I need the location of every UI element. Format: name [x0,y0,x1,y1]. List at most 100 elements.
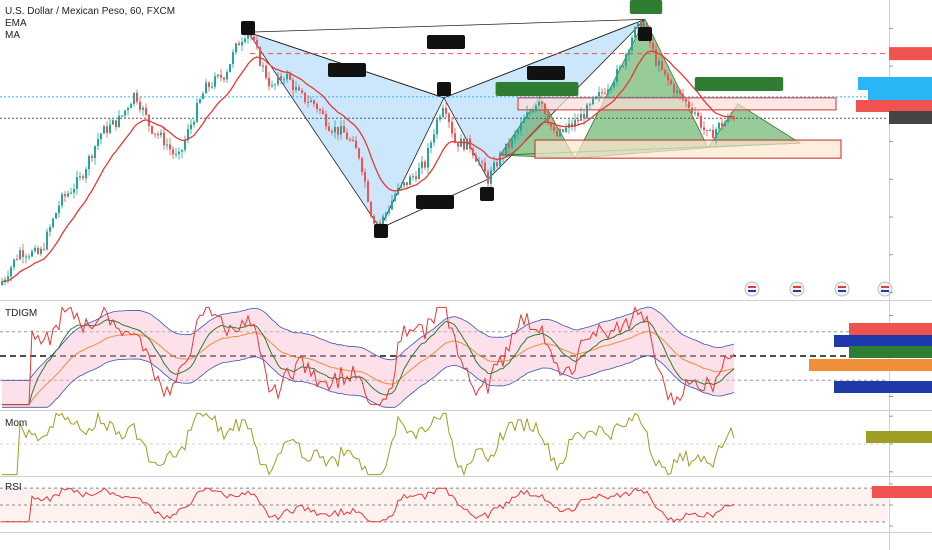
candle-body [217,74,219,77]
candle-body [355,140,357,149]
candle-body [343,126,345,133]
candle-body [103,126,105,134]
candle-body [316,103,318,110]
candle-body [238,43,240,46]
candle-body [625,54,627,66]
candle-body [157,133,159,136]
candle-body [394,194,396,201]
candle-body [178,151,180,155]
candle-body [172,149,174,155]
candle-body [511,138,513,148]
ema-line [1,50,735,283]
mom-value-bg [889,431,932,443]
rsi-line [2,487,735,523]
fib-ratio-label-bg [527,66,565,80]
candle-body [133,92,135,104]
ema-legend: EMA [5,18,27,29]
candle-body [616,68,618,83]
rsi-legend-bg [872,486,889,498]
candle-body [28,256,30,258]
candle-body [265,65,267,78]
candle-body [637,22,639,28]
candle-body [661,60,663,70]
candle-body [322,110,324,114]
candle-body [442,107,444,117]
candle-body [109,124,111,133]
candle-body [361,158,363,173]
resistance-zone [517,97,837,111]
candle-body [574,119,576,127]
candle-body [424,161,426,168]
mom-line [2,411,735,477]
candle-body [640,22,642,29]
flag-stripe-icon [748,290,756,292]
candle-body [508,143,510,148]
candle-body [244,38,246,42]
candle-body [682,93,684,100]
candle-body [184,139,186,150]
candle-body [535,105,537,112]
candle-body [208,82,210,88]
candle-body [607,89,609,94]
candle-body [241,41,243,46]
price-axis [809,27,932,527]
price-label-red-bg [889,47,932,61]
candle-body [430,142,432,148]
candle-body [580,114,582,121]
rsi-value-bg [889,486,932,498]
ma-legend: MA [5,30,20,41]
candle-body [481,161,483,163]
tdi-value-bg [889,381,932,393]
right-shoulder-label-bg [694,77,784,91]
head-label-bg [629,0,663,14]
candle-body [175,154,177,156]
candle-body [706,130,708,132]
candle-body [595,96,597,99]
candle-body [556,130,558,137]
candle-body [598,92,600,97]
candle-body [571,123,573,127]
candle-body [382,216,384,226]
candle-body [613,82,615,88]
candle-body [688,101,690,108]
candle-body [370,201,372,217]
tdi-legend-bg [834,335,889,347]
candle-body [16,259,18,261]
candle-body [121,115,123,117]
candle-body [628,50,630,55]
candle-body [670,80,672,85]
candle-body [367,181,369,202]
tdi-lower-band [2,355,735,408]
candle-body [1,281,3,285]
candle-body [544,103,546,115]
flag-stripe-icon [748,286,756,288]
candle-body [373,216,375,224]
candle-body [97,139,99,147]
candle-body [493,162,495,171]
candle-body [205,82,207,94]
legend: U.S. Dollar / Mexican Peso, 60, FXCM EMA… [5,6,175,493]
candle-body [685,99,687,102]
candle-body [280,76,282,81]
flag-stripe-icon [838,290,846,292]
candle-body [478,161,480,163]
indicator-lines [0,305,888,523]
candle-body [223,77,225,80]
ema-tag-bg [856,100,889,112]
candle-body [652,42,654,50]
candle-body [34,247,36,252]
flag-stripe-icon [881,286,889,288]
candle-body [118,115,120,128]
candle-body [673,84,675,94]
candle-body [403,182,405,186]
candle-body [388,209,390,213]
candle-body [193,121,195,125]
candle-body [271,85,273,87]
candle-body [337,126,339,135]
candle-body [310,100,312,103]
candle-body [700,116,702,128]
candle-body [313,100,315,104]
candle-body [709,129,711,131]
candle-body [328,126,330,131]
